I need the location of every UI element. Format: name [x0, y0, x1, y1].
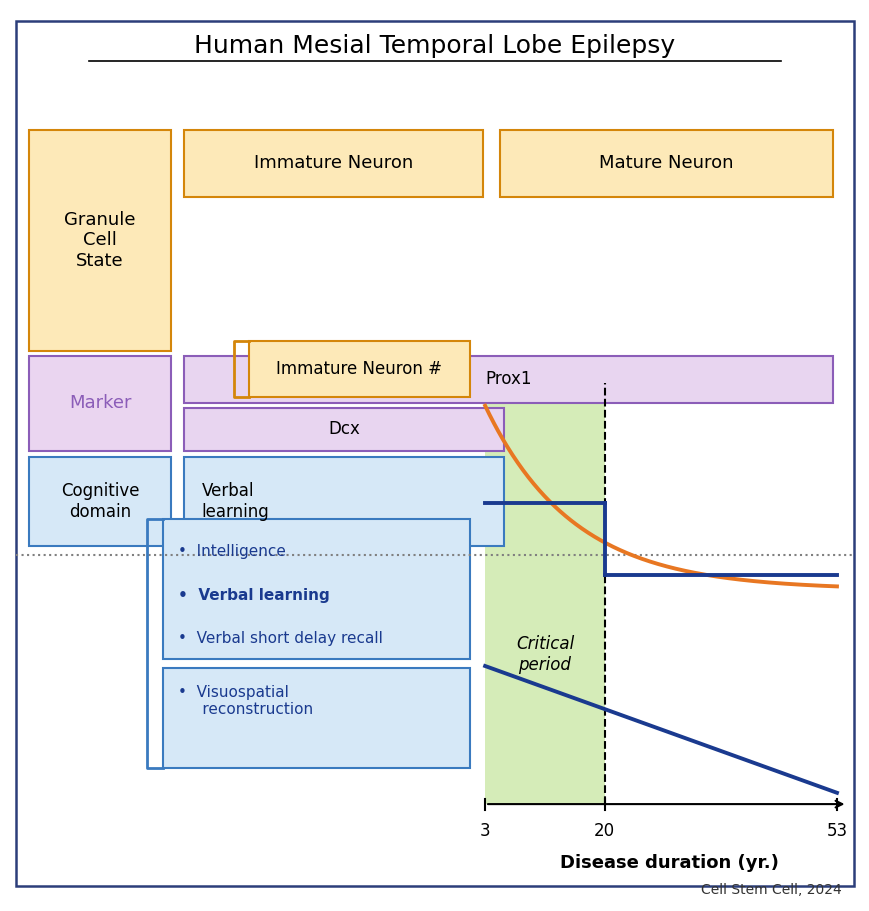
FancyBboxPatch shape [29, 129, 171, 352]
Text: Critical
period: Critical period [515, 635, 574, 674]
FancyBboxPatch shape [184, 457, 503, 546]
FancyBboxPatch shape [29, 457, 171, 546]
Text: 53: 53 [826, 823, 846, 840]
Text: •  Visuospatial
     reconstruction: • Visuospatial reconstruction [178, 684, 313, 717]
FancyBboxPatch shape [184, 129, 482, 198]
Text: Granule
Cell
State: Granule Cell State [64, 210, 136, 271]
FancyBboxPatch shape [485, 383, 604, 804]
Text: •  Verbal learning: • Verbal learning [178, 588, 329, 603]
FancyBboxPatch shape [16, 21, 853, 885]
FancyBboxPatch shape [163, 519, 469, 660]
Text: •  Verbal short delay recall: • Verbal short delay recall [178, 631, 382, 646]
Text: Immature Neuron: Immature Neuron [254, 155, 413, 172]
Text: Dcx: Dcx [328, 420, 360, 438]
Text: Human Mesial Temporal Lobe Epilepsy: Human Mesial Temporal Lobe Epilepsy [194, 35, 675, 58]
Text: Marker: Marker [69, 394, 131, 413]
FancyBboxPatch shape [29, 356, 171, 451]
Text: Cell Stem Cell, 2024: Cell Stem Cell, 2024 [700, 884, 840, 897]
Text: 3: 3 [480, 823, 490, 840]
FancyBboxPatch shape [163, 669, 469, 768]
Text: Disease duration (yr.): Disease duration (yr.) [560, 854, 779, 872]
Text: Cognitive
domain: Cognitive domain [61, 482, 139, 521]
Text: Verbal
learning: Verbal learning [202, 482, 269, 521]
FancyBboxPatch shape [500, 129, 832, 198]
Text: •  Intelligence: • Intelligence [178, 544, 286, 559]
Text: Immature Neuron #: Immature Neuron # [276, 360, 441, 377]
Text: Mature Neuron: Mature Neuron [598, 155, 733, 172]
Text: 20: 20 [594, 823, 614, 840]
FancyBboxPatch shape [249, 341, 469, 396]
FancyBboxPatch shape [184, 356, 832, 403]
FancyBboxPatch shape [184, 407, 503, 451]
Text: Prox1: Prox1 [485, 371, 531, 388]
